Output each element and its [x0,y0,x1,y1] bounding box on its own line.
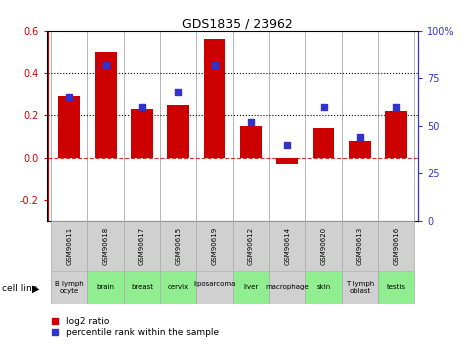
Point [138,104,146,110]
Point [356,135,364,140]
Bar [305,221,342,271]
Text: B lymph
ocyte: B lymph ocyte [55,281,84,294]
Text: GSM90618: GSM90618 [103,227,109,265]
Text: GSM90611: GSM90611 [66,227,72,265]
Bar [313,128,334,158]
Text: macrophage: macrophage [266,284,309,290]
Point [174,89,182,95]
Text: breast: breast [131,284,153,290]
Bar [305,271,342,304]
Bar [87,221,124,271]
Bar [131,109,153,158]
Text: brain: brain [96,284,114,290]
Bar [58,96,80,158]
Point [211,62,218,68]
Bar [342,271,378,304]
Bar [378,271,414,304]
Text: cell line: cell line [2,284,38,293]
Bar [167,105,189,158]
Text: GSM90617: GSM90617 [139,227,145,265]
Bar [385,111,407,158]
Bar [197,221,233,271]
Bar [51,271,87,304]
Point [284,142,291,148]
Text: GSM90616: GSM90616 [393,227,399,265]
Point [247,119,255,125]
Legend: log2 ratio, percentile rank within the sample: log2 ratio, percentile rank within the s… [52,317,219,337]
Bar [276,158,298,164]
Bar [204,39,226,158]
Text: GSM90614: GSM90614 [284,227,290,265]
Text: ▶: ▶ [32,284,39,294]
Bar [269,271,305,304]
Bar [269,221,305,271]
Bar [378,221,414,271]
Bar [197,271,233,304]
Point [392,104,400,110]
Point [102,62,109,68]
Text: liver: liver [243,284,258,290]
Point [320,104,327,110]
Text: GSM90620: GSM90620 [321,227,326,265]
Text: GSM90613: GSM90613 [357,227,363,265]
Bar [160,271,197,304]
Bar [124,271,160,304]
Text: GSM90615: GSM90615 [175,227,181,265]
Text: T lymph
oblast: T lymph oblast [346,281,374,294]
Text: liposarcoma: liposarcoma [193,281,236,294]
Text: testis: testis [387,284,406,290]
Point [66,95,73,100]
Text: GDS1835 / 23962: GDS1835 / 23962 [182,17,293,30]
Bar [51,221,87,271]
Bar [95,52,116,158]
Text: cervix: cervix [168,284,189,290]
Text: GSM90612: GSM90612 [248,227,254,265]
Text: skin: skin [316,284,331,290]
Bar [124,221,160,271]
Bar [233,221,269,271]
Text: GSM90619: GSM90619 [211,227,218,265]
Bar [342,221,378,271]
Bar [233,271,269,304]
Bar [160,221,197,271]
Bar [87,271,124,304]
Bar [240,126,262,158]
Bar [349,141,371,158]
